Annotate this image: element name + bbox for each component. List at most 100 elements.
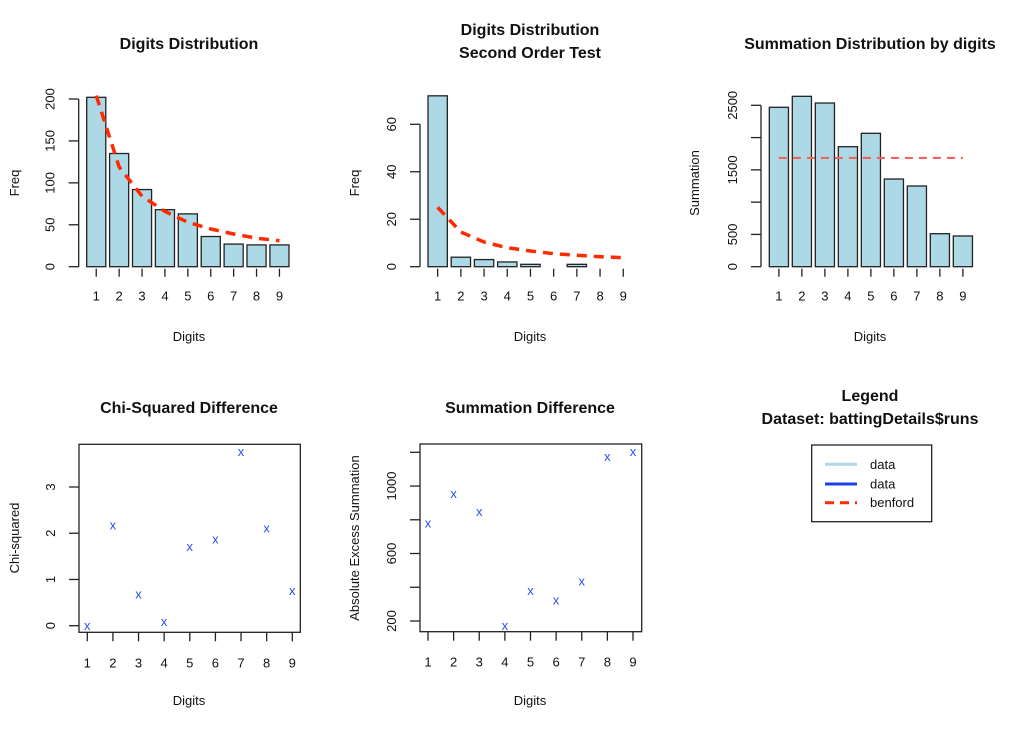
reference-line <box>94 95 280 243</box>
data-point: x <box>527 583 534 598</box>
y-axis: 0 50 100 150 200 <box>43 88 80 270</box>
legend-box <box>811 444 933 523</box>
bar-9 <box>952 235 974 268</box>
legend-label-data: data <box>870 457 896 472</box>
data-point: x <box>553 592 560 607</box>
x-tick-label: 7 <box>230 289 237 304</box>
bar-8 <box>929 233 951 268</box>
chart-title: Chi-Squared Difference <box>100 400 278 417</box>
x-tick-label: 6 <box>212 655 219 670</box>
bar-7 <box>223 243 244 268</box>
x-tick-label: 9 <box>276 289 283 304</box>
x-axis-label: Digits <box>514 329 547 344</box>
points: x x x x x x x x x <box>84 444 296 633</box>
bar-5 <box>177 213 199 268</box>
y-tick-label: 0 <box>43 622 58 629</box>
data-point: x <box>425 516 432 531</box>
bar-6 <box>200 235 221 268</box>
bar-2 <box>108 152 130 268</box>
y-tick-label: 200 <box>43 88 58 110</box>
x-tick-label: 9 <box>629 655 636 670</box>
legend-label-data: data <box>870 477 896 492</box>
y-tick-label: 200 <box>384 610 399 632</box>
y-tick-label: 0 <box>384 263 399 270</box>
x-tick-label: 7 <box>573 289 580 304</box>
data-point: x <box>110 517 117 532</box>
points: x x x x x x x x x <box>425 444 637 633</box>
y-tick-label: 3 <box>43 483 58 490</box>
x-tick-label: 4 <box>161 655 168 670</box>
data-point: x <box>135 586 142 601</box>
chart-title: Summation Difference <box>445 400 615 417</box>
x-tick-label: 8 <box>936 289 943 304</box>
data-point: x <box>263 521 270 536</box>
y-axis-label: Summation <box>687 150 702 216</box>
y-tick-label: 50 <box>43 218 58 232</box>
x-tick-label: 8 <box>253 289 260 304</box>
chart-title: Summation Distribution by digits <box>744 36 996 53</box>
bar-3 <box>131 188 153 268</box>
bar-7 <box>906 185 928 268</box>
x-tick-label: 8 <box>596 289 603 304</box>
x-tick-label: 9 <box>620 289 627 304</box>
y-axis: 0 500 1500 2500 <box>725 91 762 270</box>
x-tick-label: 9 <box>959 289 966 304</box>
bar-2 <box>450 256 472 268</box>
bar-4 <box>837 146 859 268</box>
x-tick-label: 3 <box>135 655 142 670</box>
y-axis-label: Absolute Excess Summation <box>347 455 362 620</box>
y-axis: 200 600 1000 <box>384 451 420 632</box>
x-tick-label: 3 <box>480 289 487 304</box>
x-axis-label: Digits <box>173 329 206 344</box>
bar-1 <box>427 95 448 268</box>
panel-digits-distribution: Digits Distribution Freq Digits 05010015… <box>7 36 290 344</box>
data-point: x <box>476 504 483 519</box>
x-tick-label: 2 <box>798 289 805 304</box>
data-point: x <box>450 486 457 501</box>
bars <box>768 95 974 268</box>
x-tick-label: 7 <box>913 289 920 304</box>
panel-summation-distribution: Summation Distribution by digits Summati… <box>687 36 996 344</box>
panel-second-order-test: Digits Distribution Second Order Test Fr… <box>347 22 627 344</box>
x-tick-label: 2 <box>457 289 464 304</box>
x-tick-label: 1 <box>434 289 441 304</box>
legend-label-benford: benford <box>870 495 914 510</box>
bar-6 <box>883 178 905 268</box>
legend-subtitle: Dataset: battingDetails$runs <box>762 411 979 428</box>
bar-1 <box>768 106 790 268</box>
y-tick-label: 1000 <box>384 472 399 501</box>
benford-line <box>94 95 280 243</box>
x-tick-label: 1 <box>84 655 91 670</box>
legend-panel: Legend Dataset: battingDetails$runs data… <box>762 388 979 523</box>
y-tick-label: 150 <box>43 130 58 152</box>
x-tick-label: 1 <box>775 289 782 304</box>
data-point: x <box>289 583 296 598</box>
benford-line <box>436 206 624 260</box>
panel-chi-squared-difference: Chi-Squared Difference Chi-squared Digit… <box>7 400 301 708</box>
x-tick-label: 3 <box>821 289 828 304</box>
bar-5 <box>520 263 541 268</box>
reference-line <box>436 206 624 260</box>
x-tick-label: 2 <box>109 655 116 670</box>
y-tick-label: 1 <box>43 576 58 583</box>
x-tick-label: 2 <box>450 655 457 670</box>
data-point: x <box>212 532 219 547</box>
legend-title: Legend <box>842 388 899 405</box>
x-tick-label: 7 <box>578 655 585 670</box>
chart-title-line-1: Digits Distribution <box>461 22 600 39</box>
y-axis: 0 1 2 3 <box>43 483 79 629</box>
x-tick-label: 8 <box>604 655 611 670</box>
data-point: x <box>238 444 245 459</box>
x-tick-label: 5 <box>186 655 193 670</box>
data-point: x <box>579 574 586 589</box>
x-tick-label: 3 <box>138 289 145 304</box>
y-tick-label: 500 <box>725 224 740 246</box>
legend-entries: data data benford <box>825 457 914 510</box>
x-axis-label: Digits <box>173 693 206 708</box>
x-tick-label: 9 <box>289 655 296 670</box>
x-tick-label: 5 <box>184 289 191 304</box>
